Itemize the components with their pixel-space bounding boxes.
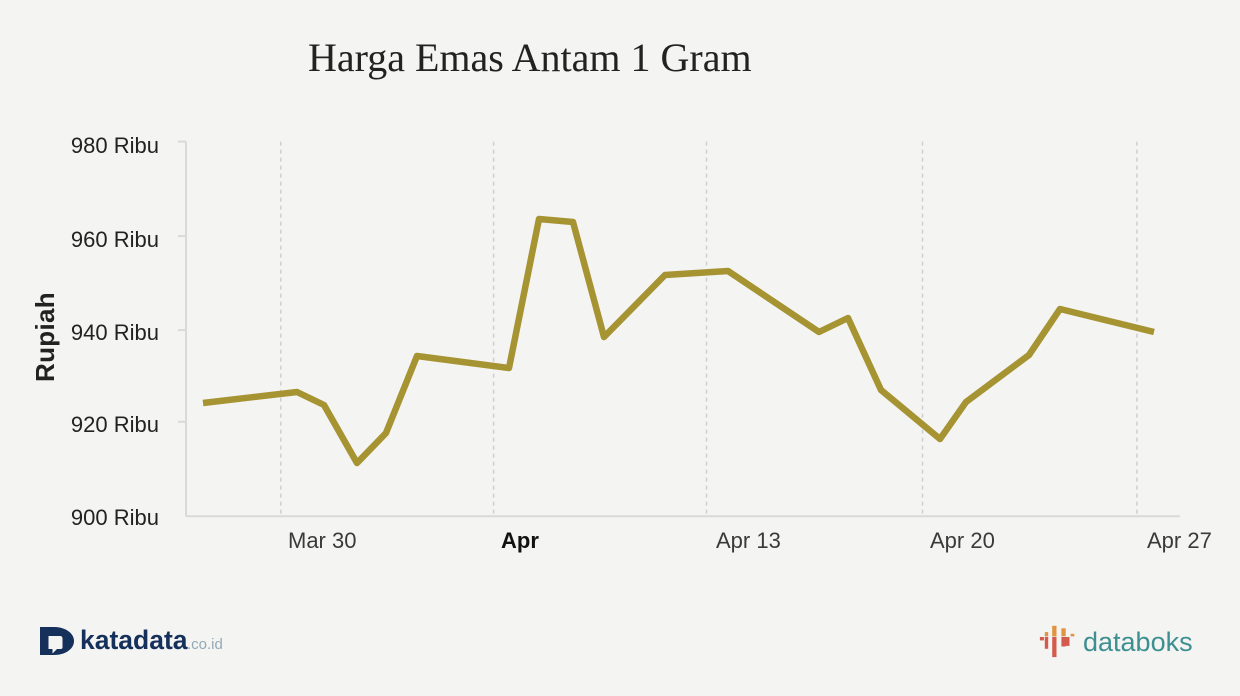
svg-text:databoks: databoks [1083,627,1193,657]
svg-text:.co.id: .co.id [187,636,223,653]
svg-text:katadata: katadata [80,625,188,655]
